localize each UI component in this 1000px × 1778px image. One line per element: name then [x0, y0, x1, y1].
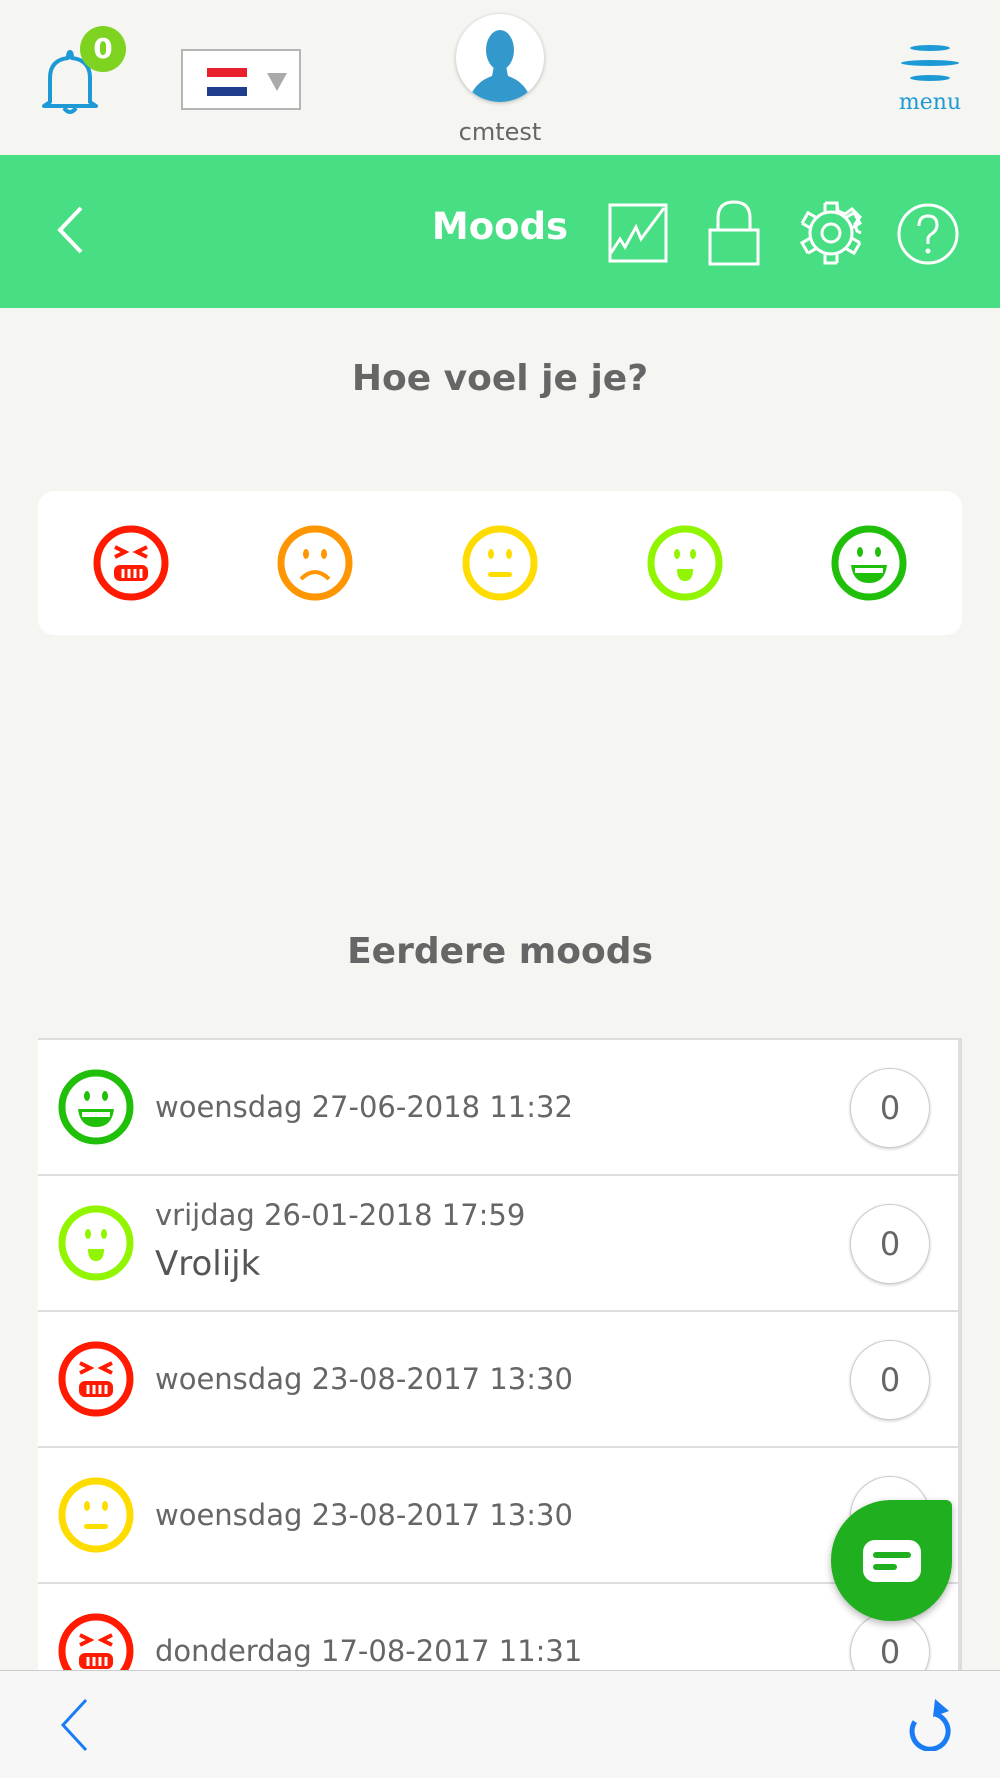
- list-item[interactable]: woensdag 23-08-2017 13:30 0: [38, 1312, 958, 1448]
- list-item[interactable]: vrijdag 26-01-2018 17:59 Vrolijk 0: [38, 1176, 958, 1312]
- mood-question: Hoe voel je je?: [351, 358, 649, 399]
- mood-option-happy[interactable]: [647, 525, 723, 605]
- mood-history-list: woensdag 27-06-2018 11:32 0 vrijdag 26-01…: [38, 1038, 962, 1720]
- history-title: Eerdere moods: [347, 931, 653, 972]
- chat-button[interactable]: [831, 1500, 952, 1621]
- notification-badge[interactable]: 0: [80, 26, 126, 72]
- chat-bubble-icon: [863, 1540, 921, 1582]
- user-silhouette-icon: [468, 30, 532, 102]
- list-item[interactable]: woensdag 23-08-2017 13:300: [38, 1448, 958, 1584]
- mood-date: vrijdag 26-01-2018 17:59: [155, 1198, 526, 1232]
- mood-date: woensdag 23-08-2017 13:30: [155, 1498, 573, 1532]
- mood-option-neutral[interactable]: [462, 525, 538, 605]
- avatar[interactable]: [456, 14, 544, 102]
- browser-back-icon[interactable]: [58, 1697, 92, 1753]
- username: cmtest: [458, 118, 542, 146]
- netherlands-flag-icon: [207, 68, 247, 96]
- mood-face-icon: [58, 1069, 134, 1149]
- hamburger-menu-icon[interactable]: [900, 44, 960, 84]
- comment-count[interactable]: 0: [850, 1204, 930, 1284]
- mood-option-angry[interactable]: [93, 525, 169, 605]
- top-header: 0 cmtest menu: [0, 0, 1000, 155]
- help-icon[interactable]: [896, 202, 960, 266]
- reload-icon[interactable]: [905, 1695, 955, 1751]
- list-item[interactable]: donderdag 17-08-2017 11:31 0: [38, 1584, 958, 1720]
- mood-date: woensdag 27-06-2018 11:32: [155, 1090, 573, 1124]
- mood-face-icon: [58, 1205, 134, 1285]
- toolbar: [0, 155, 1000, 308]
- language-select[interactable]: [181, 49, 301, 110]
- page-title: Moods: [431, 205, 569, 248]
- mood-option-sad[interactable]: [277, 525, 353, 605]
- browser-bottom-bar: [0, 1670, 1000, 1778]
- gear-icon[interactable]: [798, 200, 864, 266]
- mood-picker: [38, 491, 962, 635]
- dropdown-arrow-icon: [267, 73, 287, 91]
- comment-count[interactable]: 0: [850, 1068, 930, 1148]
- bell-icon[interactable]: [38, 50, 102, 116]
- menu-label[interactable]: menu: [898, 90, 962, 115]
- comment-count[interactable]: 0: [850, 1340, 930, 1420]
- mood-face-icon: [58, 1341, 134, 1421]
- lock-icon[interactable]: [708, 200, 760, 266]
- back-chevron-icon[interactable]: [55, 205, 85, 255]
- mood-face-icon: [58, 1477, 134, 1557]
- mood-date: woensdag 23-08-2017 13:30: [155, 1362, 573, 1396]
- mood-note: Vrolijk: [155, 1244, 261, 1284]
- chart-icon[interactable]: [608, 203, 668, 263]
- mood-face-icon: [58, 1613, 134, 1693]
- list-item[interactable]: woensdag 27-06-2018 11:32 0: [38, 1040, 958, 1176]
- mood-date: donderdag 17-08-2017 11:31: [155, 1634, 583, 1668]
- mood-option-very-happy[interactable]: [831, 525, 907, 605]
